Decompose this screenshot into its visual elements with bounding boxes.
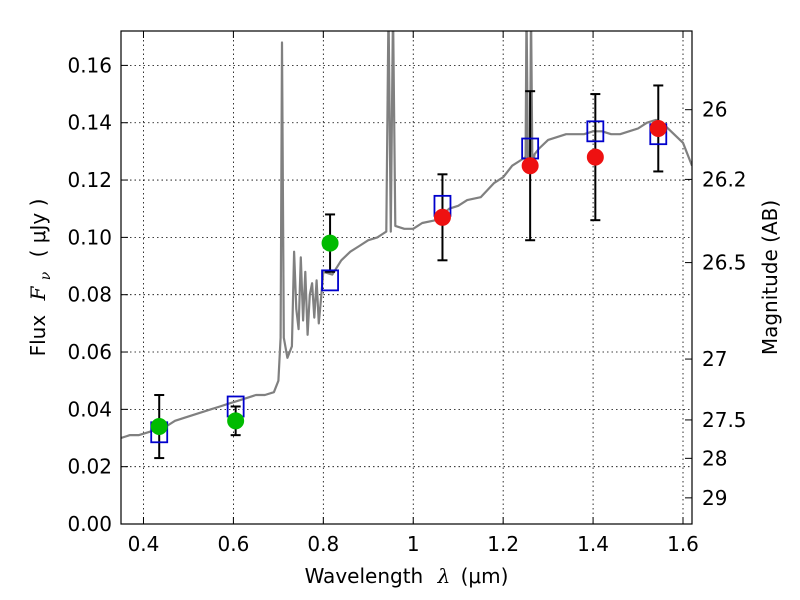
y-tick-label: 0.08 xyxy=(67,283,112,307)
model-box-marker xyxy=(321,269,339,292)
y2-tick-label: 26 xyxy=(702,98,727,122)
y-axis-label: Flux F ν ( μJy ) xyxy=(26,199,55,357)
data-point xyxy=(321,234,339,252)
model-box-marker xyxy=(586,120,605,143)
y-tick-label: 0.06 xyxy=(67,340,112,364)
y-tick-label: 0.00 xyxy=(67,512,112,536)
x-tick-label: 0.6 xyxy=(217,532,249,556)
data-point xyxy=(433,208,451,226)
model-boxes xyxy=(150,120,668,444)
y2-tick-label: 26.5 xyxy=(702,251,747,275)
y-tick-label: 0.14 xyxy=(67,111,112,135)
y-tick-label: 0.16 xyxy=(67,53,112,77)
y-tick-label: 0.02 xyxy=(67,455,112,479)
ticks: 0.4 0.6 0.8 1 1.2 1.4 1.6 0.00 0.02 0.04 0.06 0.08 0… xyxy=(67,31,747,556)
grid xyxy=(121,31,692,525)
spectrum-line xyxy=(121,31,692,440)
y-tick-label: 0.12 xyxy=(67,168,112,192)
x-tick-label: 0.8 xyxy=(307,532,339,556)
plot-frame xyxy=(120,30,693,525)
x-tick-label: 0.4 xyxy=(128,532,160,556)
y-tick-label: 0.04 xyxy=(67,397,112,421)
y2-tick-label: 27 xyxy=(702,347,727,371)
x-tick-label: 1.6 xyxy=(667,532,699,556)
y2-tick-label: 26.2 xyxy=(702,167,747,191)
data-point xyxy=(521,157,539,175)
observed-points xyxy=(150,119,667,436)
x-tick-label: 1.2 xyxy=(487,532,519,556)
y2-tick-label: 29 xyxy=(702,486,727,510)
y2-tick-label: 28 xyxy=(702,446,727,470)
y-tick-label: 0.10 xyxy=(67,225,112,249)
data-point xyxy=(649,119,667,137)
x-axis-label: Wavelength λ (μm) xyxy=(305,564,509,588)
right-axis-label: Magnitude (AB) xyxy=(758,200,782,355)
data-point xyxy=(150,418,168,436)
data-point xyxy=(586,148,604,166)
x-tick-label: 1 xyxy=(407,532,420,556)
y2-tick-label: 27.5 xyxy=(702,408,747,432)
data-point xyxy=(227,412,245,430)
spectrum xyxy=(121,31,692,440)
x-tick-label: 1.4 xyxy=(577,532,609,556)
